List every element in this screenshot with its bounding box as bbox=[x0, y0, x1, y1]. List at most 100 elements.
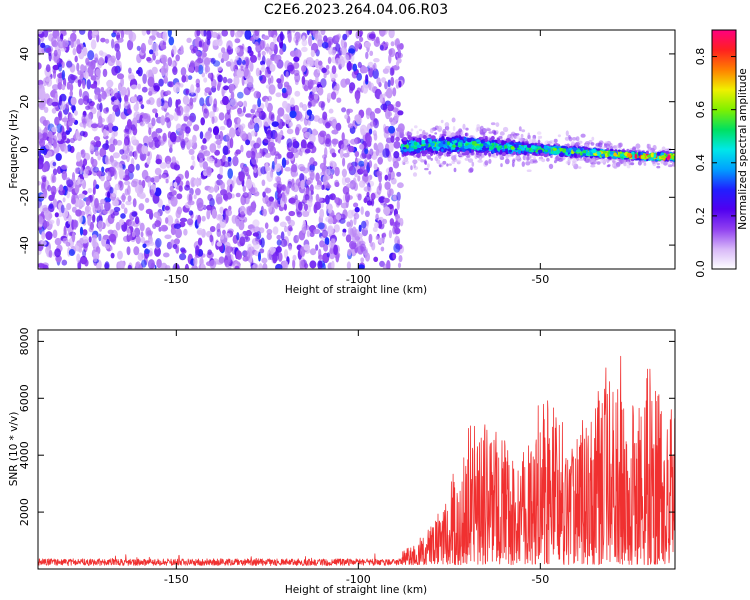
spectrogram-noise-cell bbox=[140, 104, 145, 110]
spectrogram-noise-cell bbox=[198, 40, 203, 48]
spectrogram-noise-cell bbox=[209, 234, 214, 243]
spectrogram-noise-cell bbox=[76, 38, 81, 46]
spectrogram-noise-cell bbox=[211, 208, 218, 219]
spectrogram-noise-cell bbox=[168, 97, 173, 108]
spectrogram-noise-cell bbox=[82, 158, 88, 166]
spectrogram-noise-cell bbox=[61, 70, 66, 81]
spectrogram-noise-cell bbox=[40, 194, 47, 199]
spectrogram-noise-cell bbox=[252, 263, 260, 269]
spectrogram-noise-cell bbox=[78, 193, 86, 199]
spectrogram-noise-cell bbox=[237, 117, 241, 126]
spectrogram-halo-cell bbox=[592, 157, 596, 162]
spectrogram-noise-cell bbox=[373, 163, 378, 171]
spectrogram-noise-cell bbox=[146, 230, 154, 236]
spectrogram-noise-cell bbox=[349, 240, 357, 250]
spectrogram-noise-cell bbox=[384, 174, 389, 181]
spectrogram-noise-cell bbox=[44, 75, 52, 82]
spectrogram-noise-cell bbox=[113, 206, 121, 212]
spectrogram-noise-cell bbox=[371, 198, 375, 207]
spectrogram-noise-cell bbox=[82, 90, 90, 102]
spectrogram-noise-cell bbox=[301, 75, 306, 85]
spectrogram-noise-cell bbox=[198, 149, 206, 160]
spectrogram-noise-cell bbox=[61, 170, 68, 181]
spectrogram-noise-cell bbox=[178, 185, 183, 192]
spectrogram-noise-cell bbox=[212, 126, 220, 136]
spectrogram-noise-cell bbox=[48, 203, 54, 210]
spectrogram-noise-cell bbox=[385, 87, 393, 99]
spectrogram-noise-cell bbox=[52, 84, 59, 91]
spectrogram-noise-cell bbox=[190, 177, 196, 188]
spectrogram-noise-cell bbox=[285, 185, 290, 195]
spectrogram-noise-cell bbox=[189, 60, 195, 69]
spectrogram-noise-cell bbox=[109, 186, 114, 194]
spectrogram-noise-cell bbox=[287, 32, 292, 43]
spectrogram-halo-cell bbox=[537, 139, 541, 144]
spectrogram-noise-cell bbox=[292, 254, 297, 261]
spectrogram-noise-cell bbox=[390, 76, 395, 86]
spectrogram-halo-cell bbox=[477, 159, 483, 163]
spectrogram-noise-cell bbox=[302, 167, 309, 174]
spectrogram-noise-cell bbox=[87, 30, 93, 41]
spectrogram-noise-cell bbox=[130, 96, 137, 103]
spectrogram-noise-cell bbox=[374, 107, 381, 114]
spectrogram-halo-cell bbox=[597, 142, 603, 148]
spectrogram-noise-cell bbox=[200, 117, 205, 126]
spectrogram-halo-cell bbox=[488, 131, 493, 134]
spectrogram-noise-cell bbox=[262, 149, 265, 158]
spectrogram-halo-cell bbox=[619, 159, 625, 163]
spectrogram-noise-cell bbox=[283, 249, 289, 259]
spectrogram-noise-cell bbox=[314, 184, 322, 190]
spectrogram-noise-cell bbox=[71, 232, 76, 243]
spectrogram-noise-cell bbox=[184, 184, 191, 191]
spectrogram-noise-cell bbox=[148, 97, 155, 106]
spectrogram-noise-cell bbox=[267, 249, 272, 261]
spectrogram-halo-cell bbox=[499, 154, 502, 159]
spectrogram-halo-cell bbox=[400, 133, 405, 138]
spectrogram-noise-cell bbox=[268, 84, 276, 95]
spectrogram-halo-cell bbox=[413, 163, 416, 169]
spectrogram-noise-cell bbox=[82, 46, 88, 57]
spectrogram-noise-cell bbox=[179, 83, 184, 88]
spectrogram-noise-cell bbox=[379, 44, 384, 51]
spectrogram-halo-cell bbox=[626, 164, 631, 169]
spectrogram-noise-cell bbox=[207, 72, 212, 79]
spectrogram-noise-cell bbox=[166, 215, 174, 226]
spectrogram-noise-cell bbox=[385, 137, 393, 144]
spectrogram-noise-cell bbox=[376, 77, 381, 85]
spectrogram-noise-cell bbox=[299, 259, 305, 269]
spectrogram-noise-cell bbox=[293, 69, 300, 77]
spectrogram-noise-cell bbox=[269, 146, 277, 156]
spectrogram-noise-cell bbox=[300, 179, 305, 190]
spectrogram-noise-cell bbox=[205, 132, 213, 139]
spectrogram-noise-cell bbox=[98, 115, 103, 127]
spectrogram-noise-cell bbox=[360, 257, 365, 263]
spectrogram-noise-cell bbox=[237, 91, 244, 99]
spectrogram-noise-cell bbox=[243, 100, 248, 108]
spectrogram-noise-cell bbox=[42, 119, 48, 126]
spectrogram-halo-cell bbox=[412, 172, 418, 177]
spectrogram-noise-cell bbox=[364, 148, 369, 155]
spectrogram-noise-cell bbox=[100, 37, 106, 43]
spectrogram-noise-cell bbox=[358, 224, 362, 232]
spectrogram-noise-cell bbox=[376, 185, 382, 195]
spectrogram-noise-cell bbox=[196, 197, 204, 209]
spectrogram-noise-cell bbox=[217, 143, 221, 149]
spectrogram-halo-cell bbox=[511, 161, 515, 168]
spectrogram-noise-cell bbox=[114, 43, 120, 52]
spectrogram-noise-cell bbox=[304, 131, 311, 138]
spectrogram-noise-cell bbox=[192, 134, 197, 144]
spectrogram-noise-cell bbox=[87, 215, 93, 221]
spectrogram-noise-cell bbox=[306, 109, 313, 116]
spectrogram-noise-cell bbox=[309, 184, 314, 193]
spectrogram-noise-cell bbox=[375, 213, 379, 221]
spectrogram-noise-cell bbox=[63, 225, 67, 236]
spectrogram-noise-cell bbox=[227, 78, 233, 84]
spectrogram-noise-cell bbox=[261, 64, 266, 72]
spectrogram-noise-cell bbox=[167, 57, 173, 67]
spectrogram-noise-cell bbox=[387, 103, 394, 112]
spectrogram-noise-cell bbox=[319, 208, 325, 219]
spectrogram-noise-cell bbox=[219, 234, 225, 240]
spectrogram-noise-cell bbox=[366, 135, 373, 145]
spectrogram-noise-cell bbox=[317, 117, 324, 124]
spectrogram-noise-cell bbox=[177, 99, 181, 105]
